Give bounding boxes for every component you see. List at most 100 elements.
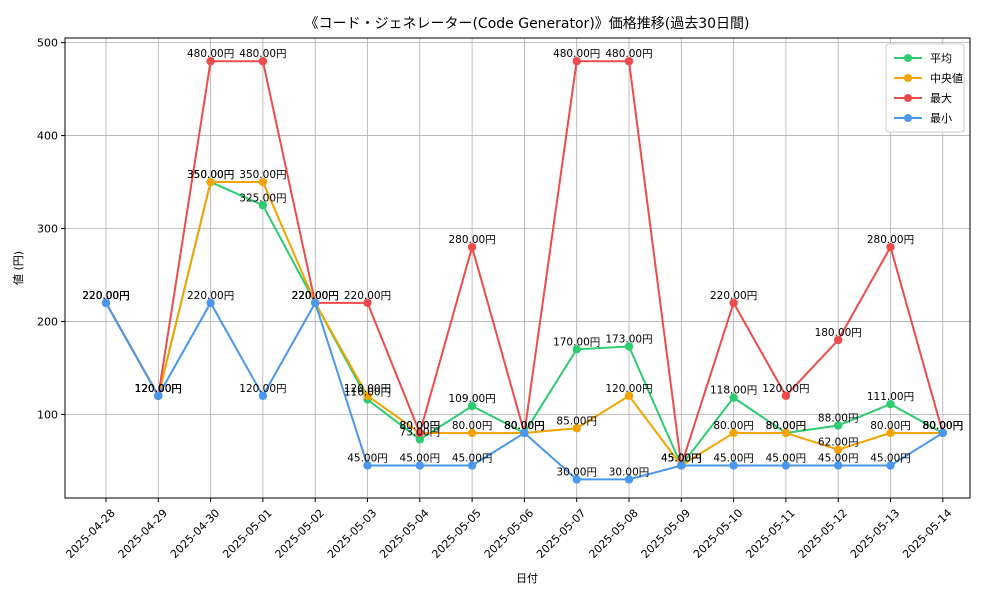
legend-swatch-marker (904, 94, 912, 102)
data-label: 220.00円 (187, 290, 234, 302)
x-tick-label: 2025-05-11 (743, 507, 797, 561)
data-label: 62.00円 (818, 437, 859, 449)
data-point (572, 424, 581, 433)
data-labels: 220.00円 120.00円 350.00円 325.00円 220.00円 116.0… (82, 48, 963, 478)
x-tick-label: 2025-05-10 (691, 507, 745, 561)
legend-label: 最小 (930, 112, 952, 125)
chart-title: 《コード・ジェネレーター(Code Generator)》価格推移(過去30日間… (304, 16, 749, 32)
data-point (834, 461, 843, 470)
data-point (572, 475, 581, 484)
data-point (729, 428, 738, 438)
data-label: 220.00円 (292, 290, 339, 302)
data-point (886, 461, 895, 470)
data-label: 280.00円 (448, 234, 495, 246)
plot-frame (64, 37, 971, 499)
data-label: 45.00円 (766, 452, 807, 464)
data-label: 88.00円 (818, 413, 859, 425)
data-point (624, 57, 634, 66)
x-tick-label: 2025-05-07 (534, 507, 588, 561)
legend-label: 中央値 (930, 72, 963, 85)
data-label: 80.00円 (923, 420, 964, 432)
data-label: 45.00円 (818, 452, 859, 464)
data-label: 220.00円 (292, 290, 339, 302)
x-tick-label: 2025-04-30 (168, 507, 222, 561)
x-tick-label: 2025-05-04 (377, 507, 431, 561)
data-label: 80.00円 (923, 420, 964, 432)
legend-swatch-marker (904, 54, 912, 62)
data-label: 220.00円 (344, 290, 391, 302)
y-tick-label: 300 (37, 223, 58, 236)
data-point (258, 57, 268, 66)
data-point (729, 393, 738, 402)
data-point (886, 242, 895, 252)
x-tick-label: 2025-05-14 (900, 507, 954, 561)
data-point (729, 461, 738, 470)
y-tick-label: 100 (37, 408, 58, 421)
data-point (572, 57, 581, 66)
legend-label: 最大 (930, 91, 952, 105)
grid (65, 38, 970, 498)
data-label: 30.00円 (556, 466, 597, 478)
data-point (206, 57, 215, 66)
data-label: 45.00円 (661, 452, 702, 464)
data-point (467, 461, 477, 470)
data-point (258, 201, 268, 210)
data-point (624, 475, 634, 484)
data-label: 280.00円 (867, 234, 914, 246)
data-point (467, 428, 477, 438)
data-point (363, 461, 372, 470)
x-tick-label: 2025-04-29 (116, 507, 170, 561)
data-label: 116.00円 (344, 386, 391, 398)
data-label: 120.00円 (762, 383, 809, 395)
data-label: 80.00円 (452, 420, 493, 432)
data-point (781, 428, 791, 438)
y-axis-ticks: 100 200 300 400 500 (37, 37, 65, 421)
data-label: 350.00円 (187, 169, 234, 181)
data-label: 325.00円 (239, 192, 286, 204)
data-point (258, 177, 268, 187)
data-label: 45.00円 (347, 452, 388, 464)
data-point (154, 391, 163, 400)
data-label: 111.00円 (867, 391, 914, 403)
data-point (677, 461, 686, 470)
data-point (834, 335, 843, 345)
x-tick-label: 2025-05-06 (482, 507, 536, 561)
data-point (206, 177, 215, 187)
data-label: 45.00円 (713, 452, 754, 464)
data-label: 45.00円 (452, 452, 493, 464)
data-point (624, 342, 634, 351)
data-point (938, 428, 947, 438)
data-label: 180.00円 (815, 327, 862, 339)
data-label: 350.00円 (187, 169, 234, 181)
data-label: 480.00円 (553, 48, 600, 60)
data-point (781, 461, 791, 470)
data-label: 480.00円 (187, 48, 234, 60)
x-tick-label: 2025-04-28 (63, 507, 117, 561)
data-label: 120.00円 (135, 383, 182, 395)
data-label: 30.00円 (609, 466, 650, 478)
data-point (834, 445, 843, 454)
y-axis-label: 値 (円) (12, 251, 25, 285)
data-label: 80.00円 (923, 420, 964, 432)
data-label: 120.00円 (605, 383, 652, 395)
legend-swatch-marker (904, 74, 912, 82)
data-point (729, 298, 738, 308)
data-label: 80.00円 (504, 420, 545, 432)
data-label: 220.00円 (292, 290, 339, 302)
data-point (101, 298, 111, 308)
data-point (886, 399, 895, 409)
data-label: 45.00円 (870, 452, 911, 464)
data-label: 220.00円 (82, 290, 129, 302)
x-tick-label: 2025-05-13 (848, 507, 902, 561)
y-tick-label: 400 (37, 130, 58, 143)
y-tick-label: 200 (37, 315, 58, 328)
data-label: 220.00円 (82, 290, 129, 302)
data-point (415, 435, 424, 444)
data-point (415, 461, 424, 470)
data-point (206, 298, 215, 308)
series-group (101, 57, 947, 484)
data-label: 80.00円 (504, 420, 545, 432)
x-axis-ticks: 2025-04-282025-04-292025-04-302025-05-01… (63, 498, 955, 561)
